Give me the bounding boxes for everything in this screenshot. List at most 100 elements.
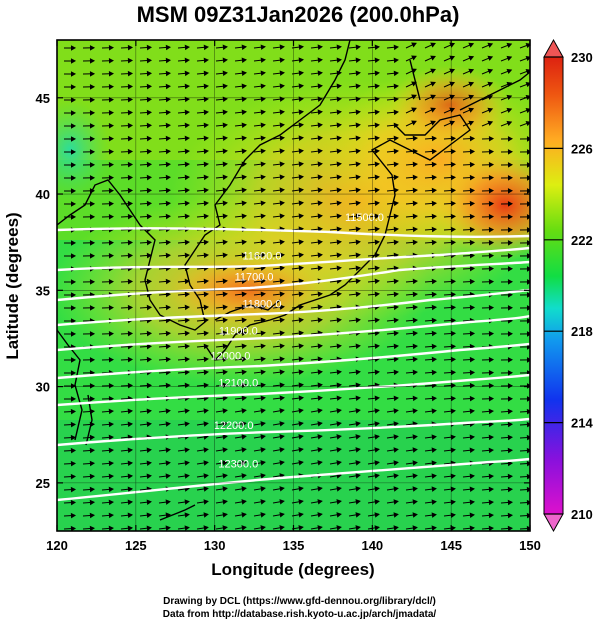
wind-arrow-head — [393, 486, 399, 492]
wind-arrow-head — [108, 96, 115, 103]
wind-arrow-head — [468, 94, 475, 100]
wind-arrow-head — [165, 83, 172, 90]
wind-arrow-head — [488, 239, 495, 246]
wind-arrow-head — [412, 356, 418, 363]
wind-arrow-head — [507, 227, 514, 233]
wind-arrow-head — [506, 107, 513, 114]
wind-arrow-head — [298, 486, 304, 492]
wind-arrow-head — [127, 187, 134, 194]
wind-arrow-head — [146, 447, 152, 453]
wind-arrow-head — [260, 57, 266, 63]
wind-arrow-head — [222, 343, 228, 350]
wind-arrow-head — [393, 499, 399, 505]
wind-arrow-head — [279, 512, 285, 518]
wind-arrow-head — [431, 408, 437, 414]
wind-arrow-head — [222, 304, 228, 311]
wind-arrow-head — [393, 330, 399, 337]
wind-arrow-head — [203, 486, 209, 492]
wind-arrow-head — [260, 330, 266, 336]
wind-arrow-head — [374, 70, 380, 77]
wind-arrow-head — [108, 395, 115, 402]
wind-arrow-head — [241, 291, 247, 297]
wind-arrow-head — [374, 434, 380, 440]
wind-arrow-head — [279, 369, 285, 375]
wind-arrow-head — [241, 473, 247, 479]
wind-arrow-head — [279, 161, 285, 167]
wind-arrow-head — [355, 252, 361, 258]
wind-arrow-head — [89, 460, 96, 467]
wind-arrow-head — [184, 135, 190, 142]
wind-arrow-head — [355, 278, 361, 284]
wind-arrow-head — [165, 213, 172, 220]
wind-arrow-head — [374, 369, 380, 376]
wind-arrow-head — [525, 55, 530, 62]
colorbar-tick-label: 222 — [571, 233, 593, 248]
wind-arrow-head — [488, 499, 494, 506]
wind-arrow-head — [165, 369, 172, 376]
wind-arrow-head — [298, 122, 304, 128]
credit-line-1: Drawing by DCL (https://www.gfd-dennou.o… — [163, 596, 436, 607]
wind-arrow-head — [412, 343, 418, 350]
wind-arrow-head — [355, 525, 361, 531]
wind-arrow-head — [355, 174, 361, 180]
wind-arrow-head — [450, 330, 457, 337]
wind-arrow-head — [108, 278, 115, 285]
wind-arrow-head — [279, 200, 285, 206]
wind-arrow-head — [355, 265, 361, 271]
wind-arrow-head — [127, 161, 134, 168]
wind-arrow-head — [412, 239, 418, 246]
wind-arrow-head — [355, 499, 361, 505]
wind-arrow-head — [317, 135, 323, 141]
wind-arrow-head — [127, 330, 134, 337]
wind-arrow-head — [374, 109, 380, 116]
wind-arrow-head — [450, 148, 457, 155]
wind-arrow-head — [146, 109, 153, 116]
wind-arrow-head — [260, 382, 266, 388]
wind-arrow-head — [222, 70, 228, 77]
wind-arrow-head — [298, 408, 304, 414]
wind-arrow-head — [70, 279, 77, 285]
colorbar-tick-label: 230 — [571, 50, 593, 65]
wind-arrow-head — [374, 343, 380, 350]
wind-arrow-head — [355, 57, 361, 63]
wind-arrow-head — [487, 120, 494, 126]
wind-arrow-head — [468, 81, 475, 87]
wind-arrow-head — [89, 201, 96, 207]
wind-arrow-head — [241, 382, 247, 388]
wind-arrow-head — [336, 83, 342, 89]
wind-arrow-head — [412, 161, 418, 168]
wind-arrow-head — [431, 486, 437, 492]
wind-arrow-head — [89, 331, 96, 337]
wind-arrow-head — [336, 44, 342, 50]
wind-arrow-head — [146, 278, 153, 285]
wind-arrow-head — [374, 122, 380, 129]
wind-arrow-head — [203, 343, 209, 350]
wind-arrow-head — [412, 174, 418, 181]
wind-arrow-head — [241, 161, 247, 167]
wind-arrow-head — [127, 57, 134, 64]
wind-arrow-head — [393, 512, 399, 518]
y-tick-label: 35 — [36, 283, 50, 298]
wind-arrow-head — [488, 213, 495, 220]
wind-arrow-head — [469, 447, 475, 454]
wind-arrow-head — [165, 317, 172, 324]
wind-arrow-head — [241, 70, 247, 76]
wind-arrow-head — [431, 174, 438, 181]
wind-arrow-head — [70, 162, 77, 168]
wind-arrow-head — [431, 161, 438, 168]
wind-arrow-head — [374, 512, 380, 518]
wind-arrow-head — [374, 291, 380, 298]
wind-arrow-head — [412, 369, 418, 376]
wind-arrow-head — [431, 473, 437, 479]
wind-arrow-head — [468, 42, 475, 48]
wind-arrow-head — [355, 213, 361, 219]
wind-arrow-head — [260, 304, 266, 310]
wind-arrow-head — [469, 187, 476, 194]
wind-arrow-head — [70, 188, 77, 194]
wind-arrow-head — [355, 83, 361, 89]
wind-arrow-head — [279, 252, 285, 258]
wind-arrow-head — [355, 187, 361, 193]
wind-arrow-head — [89, 421, 96, 428]
wind-arrow-head — [469, 161, 476, 168]
